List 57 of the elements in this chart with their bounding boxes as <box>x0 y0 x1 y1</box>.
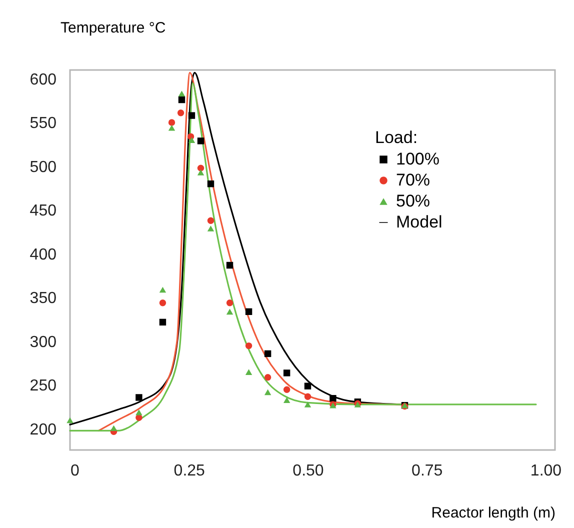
y-axis-title: Temperature °C <box>60 20 166 36</box>
point <box>283 386 290 393</box>
point <box>264 350 272 358</box>
point <box>304 402 312 408</box>
legend-label: 70% <box>396 170 430 190</box>
point <box>66 417 74 424</box>
point <box>178 96 186 104</box>
x-axis-title: Reactor length (m) <box>431 504 556 522</box>
point <box>207 180 214 188</box>
y-tick-label: 550 <box>30 115 57 132</box>
point <box>159 318 166 326</box>
point <box>159 286 166 293</box>
y-tick-label: 200 <box>30 421 57 438</box>
point <box>245 308 252 316</box>
x-tick-label: 0 <box>70 462 80 480</box>
x-tick-label: 0.25 <box>174 462 206 480</box>
point <box>110 425 118 432</box>
point <box>197 164 204 172</box>
y-tick-label: 450 <box>30 202 57 220</box>
point <box>207 217 214 224</box>
point <box>330 394 336 402</box>
legend-label: 50% <box>396 192 430 210</box>
point <box>197 138 204 144</box>
point <box>136 394 142 401</box>
x-tick-label: 0.75 <box>412 462 443 480</box>
legend-label: 100% <box>396 150 440 168</box>
y-tick-label: 500 <box>30 158 57 176</box>
point <box>304 382 312 390</box>
point <box>245 369 252 375</box>
point <box>304 393 312 400</box>
legend-title: Load: <box>375 128 418 147</box>
y-tick-label: 300 <box>30 334 57 351</box>
point <box>264 374 272 381</box>
x-tick-label: 1.00 <box>530 462 562 480</box>
point <box>136 409 142 416</box>
point <box>178 90 186 97</box>
point <box>188 112 196 119</box>
point <box>264 389 272 396</box>
y-tick-label: 250 <box>30 378 57 395</box>
point <box>226 308 234 315</box>
point <box>168 119 176 126</box>
point <box>207 226 214 232</box>
y-tick-label: 400 <box>30 246 57 264</box>
y-tick-label: 350 <box>30 290 57 308</box>
point <box>168 124 176 131</box>
point <box>283 397 290 403</box>
x-tick-label: 0.50 <box>292 462 324 480</box>
point <box>226 262 234 269</box>
point <box>226 300 234 306</box>
point <box>197 170 204 176</box>
point <box>188 137 196 143</box>
y-tick-label: 600 <box>30 71 57 88</box>
point <box>159 300 166 306</box>
point <box>283 370 290 376</box>
point <box>177 110 184 116</box>
point <box>245 342 252 350</box>
legend-label: Model <box>396 212 442 232</box>
